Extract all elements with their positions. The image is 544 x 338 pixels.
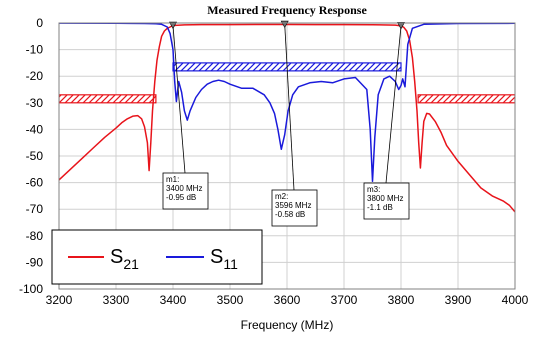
y-tick-label: -70 [26,202,44,216]
y-tick-label: -90 [26,255,44,269]
marker-box-m2 [271,189,318,227]
x-tick-label: 3300 [103,293,130,307]
marker-leader-m2 [284,24,295,191]
x-tick-label: 3600 [274,293,301,307]
marker-label-m2: m2: [275,192,288,201]
marker-label-m2: -0.58 dB [275,210,305,219]
x-tick-label: 3900 [445,293,472,307]
plot-border [58,22,516,290]
marker-label-m3: -1.1 dB [367,203,393,212]
marker-label-m3: m3: [367,185,380,194]
marker-box-m3 [363,182,410,220]
marker-label-m1: -0.95 dB [166,193,196,202]
y-tick-label: -100 [19,282,43,296]
y-tick-label: -80 [26,229,44,243]
marker-label-m3: 3800 MHz [367,194,403,203]
x-tick-label: 4000 [502,293,529,307]
marker-leader-m3 [385,25,402,184]
series-line-s21 [59,23,515,213]
marker-leader-m1 [172,25,186,174]
marker-triangle-m1 [168,21,178,30]
y-tick-label: -60 [26,176,44,190]
x-axis-label: Frequency (MHz) [241,318,334,332]
x-tick-label: 3400 [160,293,187,307]
y-tick-label: -30 [26,96,44,110]
y-tick-label: -50 [26,149,44,163]
chart-title: Measured Frequency Response [207,3,367,17]
x-tick-label: 3700 [331,293,358,307]
axis-ticks: 3200 3300 3400 3500 3600 3700 3800 3900 4000 0 -10… [19,16,529,307]
spec-region [59,94,157,104]
y-tick-label: -20 [26,69,44,83]
marker-triangle-m3 [396,22,406,30]
y-tick-label: -10 [26,43,44,57]
marker-label-m1: 3400 MHz [166,184,202,193]
legend-label-s11: S11 [210,246,238,272]
legend: S21 S11 [51,229,263,285]
marker-box-m1 [162,172,209,210]
spec-region [417,94,515,104]
x-tick-label: 3800 [388,293,415,307]
legend-label-s21: S21 [110,246,139,272]
y-tick-label: 0 [36,16,43,30]
x-tick-label: 3200 [46,293,73,307]
marker-label-m1: m1: [166,175,179,184]
markers: m1:3400 MHz-0.95 dB m2:3596 MHz-0.58 dB m3… [162,20,410,227]
y-tick-label: -40 [26,122,44,136]
x-tick-label: 3500 [217,293,244,307]
marker-label-m2: 3596 MHz [275,201,311,210]
